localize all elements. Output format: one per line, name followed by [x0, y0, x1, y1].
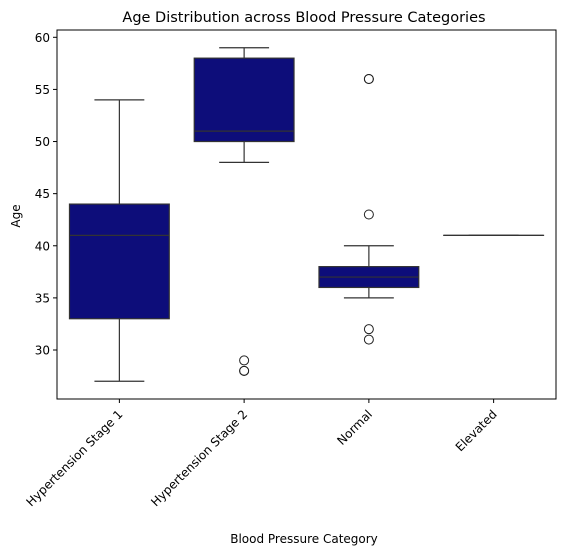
outlier-point [363, 209, 374, 220]
x-tick-label: Hypertension Stage 1 [24, 407, 126, 509]
y-axis-label: Age [9, 204, 23, 227]
x-tick-label: Normal [334, 407, 375, 448]
y-tick-label: 30 [35, 344, 50, 358]
x-axis: Hypertension Stage 1 Hypertension Stage 2… [24, 399, 500, 509]
y-tick-label: 35 [35, 291, 50, 305]
outlier-point [363, 73, 374, 84]
plot-area [68, 47, 545, 382]
plot-frame [56, 29, 557, 400]
x-tick-label: Elevated [453, 407, 500, 454]
box-group [193, 47, 295, 376]
outlier-point [363, 324, 374, 335]
box-group [318, 73, 420, 345]
y-tick-label: 60 [35, 31, 50, 45]
y-tick-label: 40 [35, 239, 50, 253]
box [193, 57, 295, 143]
outlier-point [239, 365, 250, 376]
box-group [68, 99, 170, 382]
outlier-point [239, 355, 250, 366]
y-tick-label: 50 [35, 135, 50, 149]
y-axis: 30 35 40 45 50 55 60 [35, 31, 57, 358]
chart-title: Age Distribution across Blood Pressure C… [122, 10, 485, 26]
outlier-point [363, 334, 374, 345]
x-axis-label: Blood Pressure Category [230, 532, 378, 546]
x-tick-label: Hypertension Stage 2 [148, 407, 250, 509]
box [68, 203, 170, 320]
y-tick-label: 45 [35, 187, 50, 201]
y-tick-label: 55 [35, 83, 50, 97]
